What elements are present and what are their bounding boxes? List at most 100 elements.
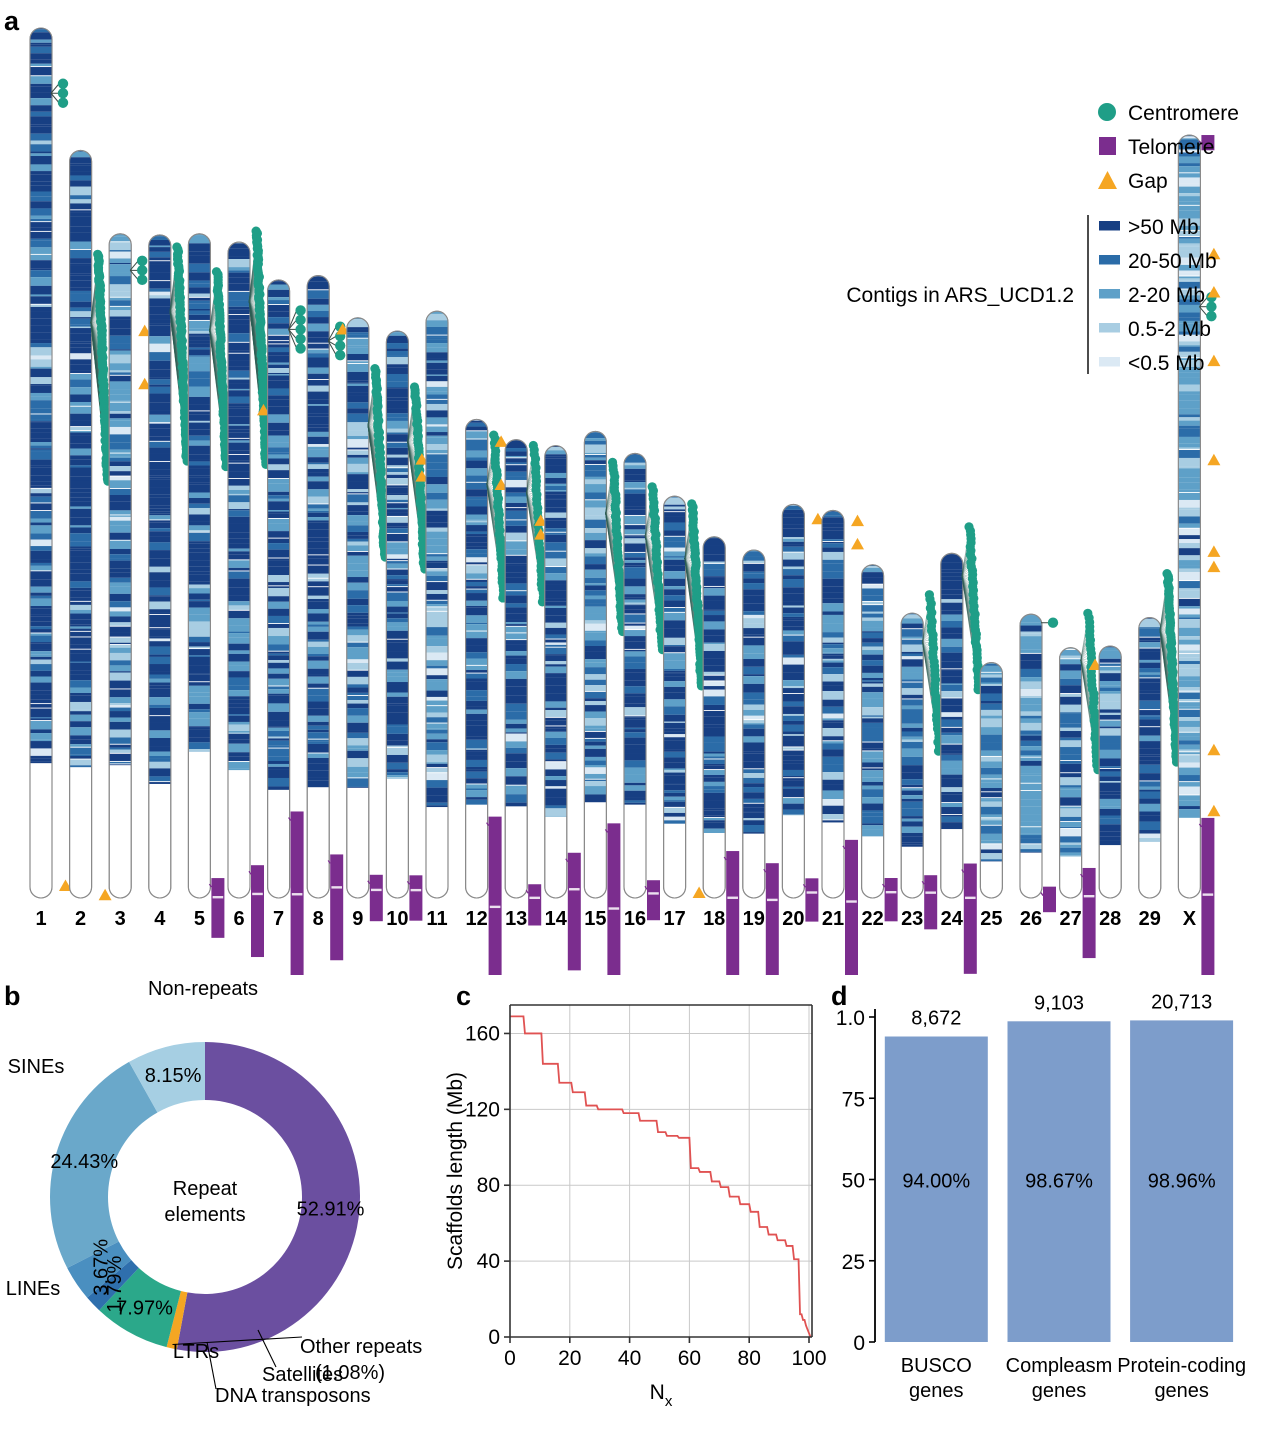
contig-band [901, 795, 924, 799]
contig-band [346, 545, 369, 551]
contig-band [188, 386, 211, 389]
chromosome-outline [781, 503, 805, 899]
contig-band [505, 525, 528, 533]
contig-band [307, 275, 330, 277]
contig-band [544, 446, 567, 451]
contig-band [188, 696, 211, 704]
contig-band [1178, 272, 1201, 276]
contig-band [584, 620, 607, 624]
contig-band [544, 762, 567, 770]
contig-band [267, 727, 290, 731]
contig-band [69, 263, 92, 266]
contig-band [386, 528, 409, 533]
contig-band [346, 489, 369, 493]
centromere-connector [327, 326, 337, 342]
contig-band [861, 613, 884, 618]
contig-band [30, 215, 52, 219]
contig-band [30, 133, 52, 141]
contig-band [386, 330, 409, 333]
contig-band [782, 616, 805, 619]
contig-band [346, 786, 369, 788]
contig-band [980, 685, 1003, 694]
contig-band [1178, 749, 1201, 752]
contig-band [188, 498, 211, 504]
contig-band [109, 349, 132, 351]
contig-band [267, 763, 290, 767]
telomere-block [884, 878, 898, 922]
donut-slices [50, 1042, 361, 1352]
contig-band [1099, 735, 1122, 744]
contig-band [30, 359, 52, 367]
contig-band [30, 442, 52, 446]
contig-band [307, 613, 330, 622]
bar-percent-label: 98.67% [1025, 1171, 1093, 1193]
contig-band [69, 687, 92, 693]
contig-band [901, 779, 924, 785]
contig-band [346, 618, 369, 624]
contig-band [663, 600, 686, 608]
contig-band [1178, 466, 1201, 469]
contig-band [307, 404, 330, 406]
contig-band [624, 686, 646, 694]
contig-band [1020, 681, 1042, 690]
contig-band [148, 410, 171, 415]
contig-band [228, 408, 250, 417]
contig-band [148, 704, 171, 708]
contig-band [624, 680, 646, 687]
contig-band [742, 674, 765, 677]
contig-band [465, 725, 488, 733]
contig-band [703, 615, 726, 622]
telomere-connector [763, 868, 767, 873]
contig-band [188, 356, 211, 364]
contig-band [663, 653, 686, 661]
contig-band [980, 703, 1003, 710]
contig-band [742, 751, 765, 754]
contig-band [148, 678, 171, 683]
contig-band [1138, 727, 1161, 736]
contig-band [267, 364, 290, 369]
contig-band [307, 725, 330, 730]
contig-band [940, 750, 963, 754]
contig-band [861, 751, 884, 759]
contig-band [148, 542, 171, 551]
contig-band [465, 751, 488, 756]
contig-band [505, 487, 528, 493]
contig-band [386, 554, 409, 559]
contig-band [109, 394, 132, 401]
contig-band [505, 678, 528, 687]
bar-category-label: Protein-coding [1117, 1355, 1246, 1377]
contig-band [69, 626, 92, 629]
contig-band [30, 98, 52, 106]
contig-band [109, 516, 132, 521]
contig-band [148, 722, 171, 731]
contig-band [30, 208, 52, 216]
contig-bands [30, 28, 52, 764]
contig-band [426, 522, 448, 528]
contig-band [505, 622, 528, 625]
contig-band [267, 368, 290, 373]
contig-band [940, 554, 963, 563]
contig-band [465, 536, 488, 543]
contig-band [426, 312, 448, 314]
contig-band [1178, 473, 1201, 478]
contig-band [228, 510, 250, 517]
contig-band [742, 603, 765, 612]
contig-band [465, 766, 488, 770]
contig-band [386, 420, 409, 429]
contig-band [1138, 682, 1161, 691]
contig-band [1099, 768, 1122, 772]
donut-slice-ltrs [67, 1241, 132, 1298]
contig-band [228, 489, 250, 494]
contig-band [30, 579, 52, 587]
contig-band [386, 630, 409, 639]
contig-band [1020, 653, 1042, 661]
contig-band [742, 753, 765, 762]
contig-band [30, 227, 52, 231]
contig-band [584, 794, 607, 803]
contig-band [703, 820, 726, 823]
contig-band [148, 436, 171, 441]
contig-band [742, 637, 765, 646]
contig-band [822, 784, 844, 791]
donut-label-other-repeats: Other repeats [300, 1336, 422, 1358]
contig-band [1178, 334, 1201, 342]
